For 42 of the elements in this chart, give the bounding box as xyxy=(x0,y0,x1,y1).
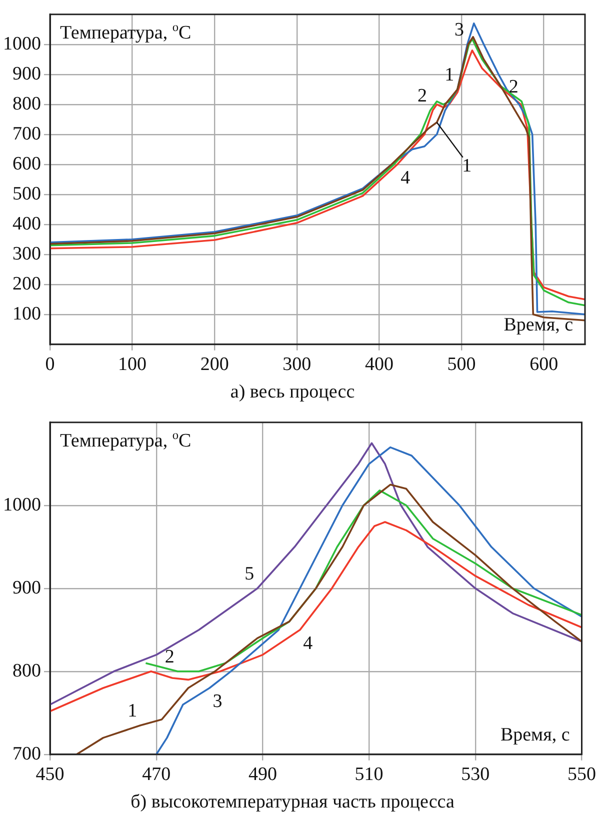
x-tick-label: 400 xyxy=(364,354,394,375)
x-tick-label: 550 xyxy=(568,764,596,785)
y-tick-label: 900 xyxy=(12,577,41,598)
text: б) высокотемпературная часть процесса xyxy=(130,792,455,813)
y-tick-label: 1000 xyxy=(3,33,41,54)
x-tick-label: 500 xyxy=(447,354,476,375)
annotation: 2 xyxy=(164,646,174,668)
annotation: 4 xyxy=(303,632,314,654)
x-tick-label: 530 xyxy=(461,764,490,785)
y-tick-label: 300 xyxy=(12,243,41,264)
annotation: 2 xyxy=(508,76,518,98)
annotation: 5 xyxy=(244,563,254,584)
y-tick-label: 700 xyxy=(12,123,41,144)
y-tick-label: 900 xyxy=(12,63,41,84)
annotation: 3 xyxy=(454,19,464,40)
annotation: 3 xyxy=(212,690,222,712)
y-tick-label: 200 xyxy=(12,273,41,294)
x-tick-label: 300 xyxy=(282,354,312,375)
x-axis-title: Время, с xyxy=(504,314,574,336)
annotation: 1 xyxy=(462,155,472,176)
y-tick-label: 1000 xyxy=(3,494,41,516)
y-tick-label: 100 xyxy=(12,303,41,324)
annotation: 4 xyxy=(400,167,411,188)
y-tick-label: 800 xyxy=(12,660,41,682)
y-tick-label: 800 xyxy=(12,93,41,114)
y-tick-label: 500 xyxy=(12,183,41,204)
x-tick-label: 470 xyxy=(142,764,171,785)
x-tick-label: 600 xyxy=(530,354,558,375)
text: а) весь процесс xyxy=(230,382,355,403)
x-tick-label: 0 xyxy=(45,354,55,375)
y-tick-label: 700 xyxy=(12,743,41,764)
x-tick-label: 490 xyxy=(248,764,277,785)
annotation: 1 xyxy=(128,700,138,722)
annotation: 1 xyxy=(444,64,454,86)
annotation: 2 xyxy=(418,85,428,106)
y-tick-label: 600 xyxy=(12,153,41,174)
y-tick-label: 400 xyxy=(12,213,41,234)
x-tick-label: 450 xyxy=(36,764,64,785)
x-tick-label: 510 xyxy=(354,764,384,785)
x-tick-label: 100 xyxy=(118,354,147,375)
x-axis-title: Время, с xyxy=(500,724,570,746)
x-tick-label: 200 xyxy=(200,354,229,375)
